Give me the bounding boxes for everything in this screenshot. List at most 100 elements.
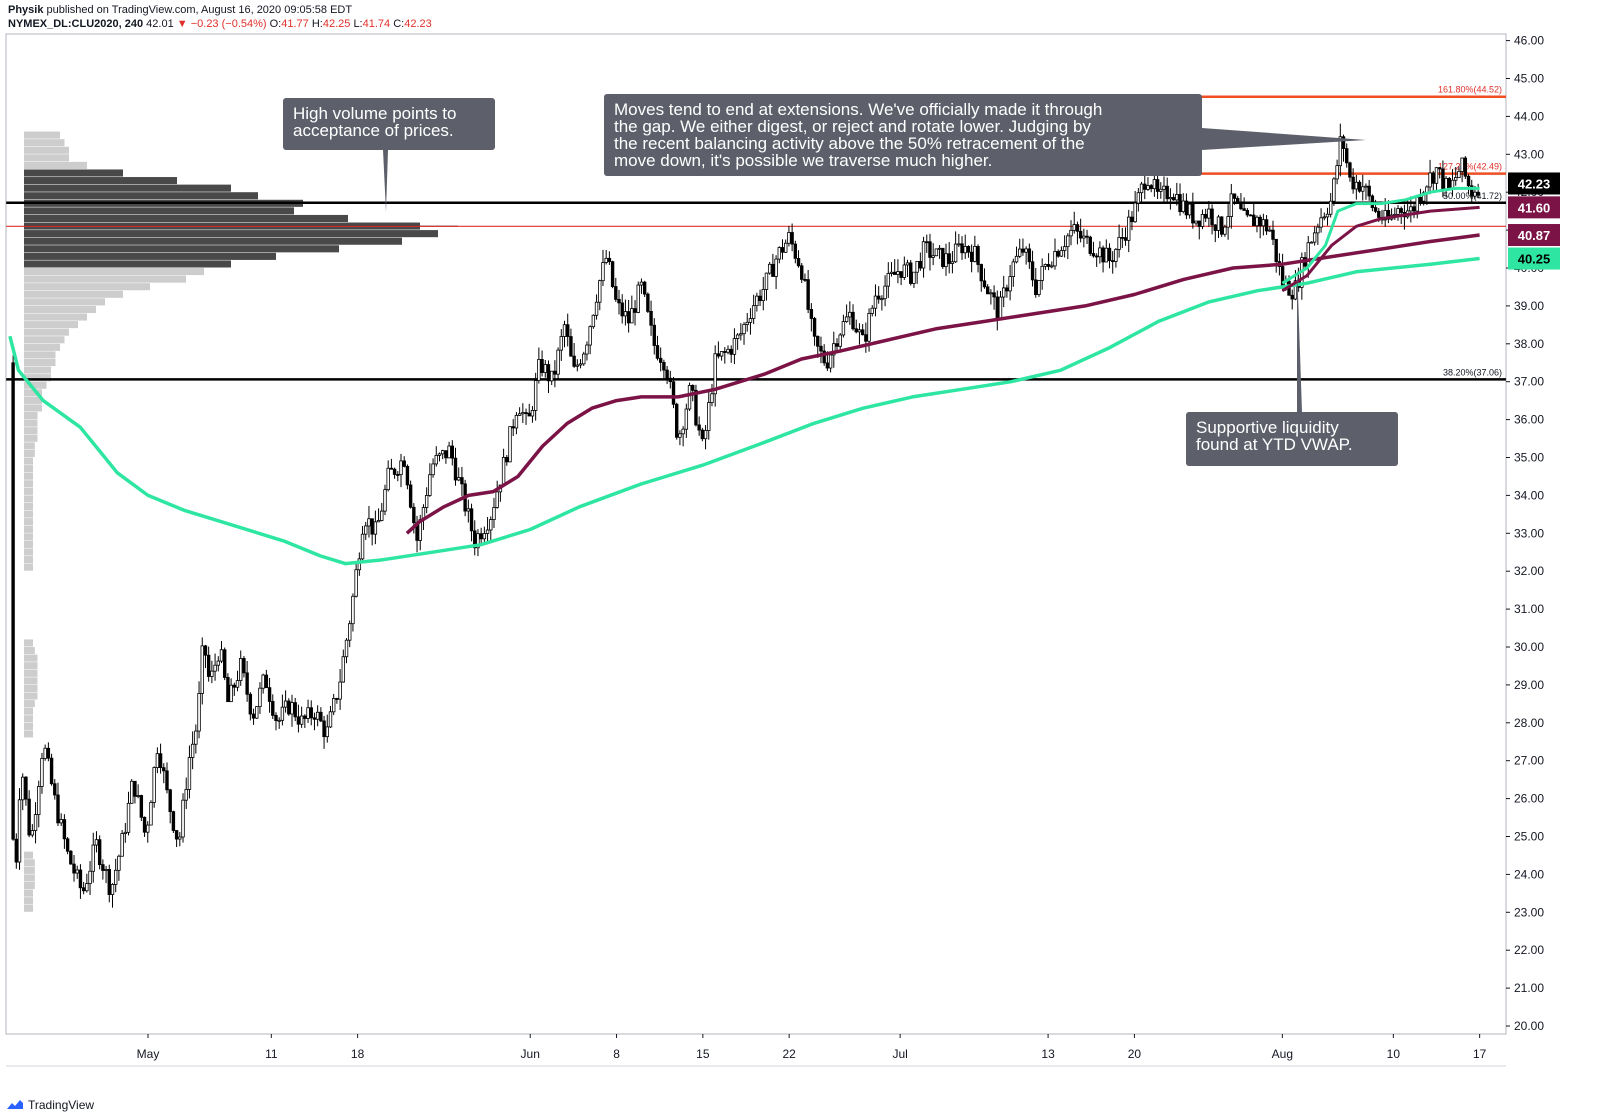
candle: [380, 502, 384, 522]
candle: [1248, 214, 1253, 217]
candle-body: [1018, 248, 1022, 257]
candle: [860, 324, 865, 336]
candle-body: [1024, 248, 1028, 253]
candle-body: [1261, 219, 1266, 227]
candle-body: [787, 232, 791, 244]
candle: [431, 458, 435, 478]
candle-body: [251, 713, 256, 719]
candle: [33, 802, 38, 844]
candle: [283, 690, 288, 713]
x-tick-label: 8: [613, 1047, 620, 1061]
candle-body: [130, 780, 134, 804]
candle-body: [303, 715, 307, 719]
candle: [790, 223, 794, 252]
volume-profile-bar: [24, 412, 38, 420]
candle: [1345, 143, 1349, 168]
candle: [1062, 235, 1067, 258]
candle: [315, 705, 320, 727]
candle: [178, 831, 182, 847]
candle-body: [742, 324, 746, 335]
candle-body: [1078, 230, 1083, 239]
candle-body: [1050, 265, 1054, 268]
candle: [1367, 179, 1371, 201]
candle-body: [1005, 287, 1009, 292]
candle: [152, 766, 156, 808]
candle: [319, 707, 323, 723]
candle-body: [1207, 208, 1211, 219]
volume-profile-bar: [24, 131, 60, 139]
candle-body: [1470, 185, 1474, 197]
candle-body: [675, 403, 679, 438]
volume-profile-bar: [24, 207, 294, 215]
candle-body: [630, 308, 634, 324]
candle-body: [1367, 185, 1371, 197]
candle-body: [950, 261, 955, 264]
annotation-callout-2[interactable]: Moves tend to end at extensions. We've o…: [604, 94, 1366, 176]
candle-body: [838, 334, 842, 347]
candle: [1143, 173, 1147, 200]
candle-body: [440, 450, 445, 455]
symbol-label: NYMEX_DL:CLU2020, 240: [8, 18, 144, 30]
volume-profile-bar: [24, 889, 33, 897]
candle: [566, 313, 570, 347]
candle-body: [636, 284, 640, 313]
candle: [841, 314, 846, 338]
level-label: 38.20%(37.06): [1443, 367, 1502, 377]
candle-body: [271, 701, 275, 716]
candle-body: [1226, 216, 1230, 228]
candle-body: [97, 839, 102, 866]
candle: [335, 697, 339, 704]
candle-body: [1463, 157, 1468, 177]
candle: [155, 747, 160, 774]
candle: [495, 480, 499, 509]
candle-body: [325, 726, 329, 738]
candle: [694, 384, 698, 427]
candle-body: [152, 767, 156, 803]
candle: [17, 788, 22, 870]
author-name[interactable]: Physik: [8, 4, 44, 16]
candle: [469, 503, 474, 542]
volume-profile-bar: [24, 502, 33, 511]
candle-body: [1143, 183, 1147, 190]
candle-body: [1072, 224, 1076, 231]
candle: [921, 236, 926, 278]
candle: [133, 780, 137, 804]
candle: [174, 830, 179, 848]
candle: [883, 275, 887, 307]
candle-body: [49, 757, 54, 785]
candle: [870, 305, 874, 317]
candle: [1386, 200, 1391, 224]
candle-body: [912, 271, 916, 284]
candle-body: [748, 318, 753, 323]
candle: [764, 272, 769, 301]
candle: [65, 837, 70, 855]
candle-body: [825, 362, 830, 369]
candle: [197, 681, 201, 739]
candle-body: [883, 285, 887, 300]
candle-body: [1216, 216, 1221, 231]
candle: [373, 510, 378, 545]
candle-body: [1290, 294, 1294, 300]
candle: [623, 299, 628, 326]
candle: [578, 359, 583, 369]
candle-body: [665, 369, 669, 379]
candle: [569, 328, 573, 357]
candle: [812, 316, 817, 346]
candle-body: [777, 247, 781, 260]
candle-body: [380, 510, 384, 521]
candle-body: [412, 506, 416, 524]
candle: [902, 256, 907, 280]
candle-body: [828, 354, 833, 369]
candle-body: [633, 308, 637, 313]
candle: [505, 454, 509, 466]
candle-body: [841, 321, 846, 336]
candle-body: [848, 311, 852, 318]
candle: [633, 300, 637, 326]
volume-profile-bar: [24, 237, 402, 245]
short-vwap-line: [1281, 186, 1480, 285]
candle-body: [684, 408, 689, 430]
candle: [1098, 241, 1102, 264]
